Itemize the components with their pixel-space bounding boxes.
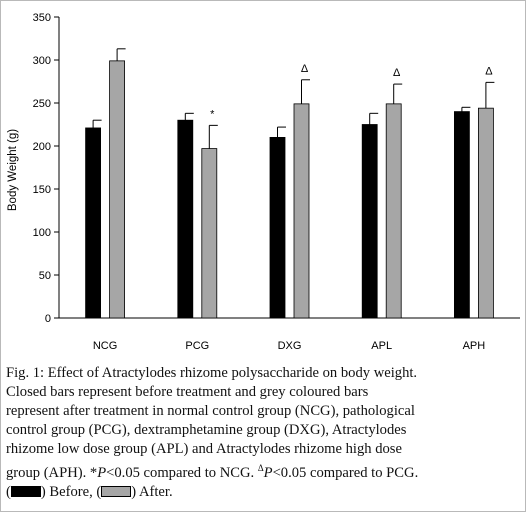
- caption-line-5: rhizome low dose group (APL) and Atracty…: [6, 441, 402, 457]
- bar-before: [269, 136, 286, 319]
- legend-open: (: [6, 483, 11, 500]
- caption-line-3: represent after treatment in normal cont…: [6, 403, 415, 419]
- bar-after: [109, 60, 125, 319]
- x-tick-label: PCG: [185, 340, 209, 352]
- legend-after-label: ) After.: [131, 483, 173, 500]
- figure-caption: Fig. 1: Effect of Atractylodes rhizome p…: [6, 364, 524, 502]
- legend-swatch-before: [10, 485, 41, 497]
- y-tick-label: 100: [33, 227, 51, 239]
- bar-before: [177, 119, 194, 319]
- bar-after: [201, 148, 218, 319]
- bar-after: [385, 103, 402, 319]
- significance-marker: Δ: [393, 67, 401, 79]
- x-tick-label: APH: [463, 340, 486, 352]
- caption-6f: <0.05 compared to PCG.: [272, 464, 419, 481]
- caption-6a: group (APH). *: [6, 464, 98, 481]
- y-tick-label: 250: [33, 98, 51, 110]
- y-tick-label: 150: [33, 184, 51, 196]
- bar-chart: Body Weight (g) 0 50 100 150 200 250 300 350 NCG…: [7, 12, 520, 352]
- y-tick-label: 350: [33, 12, 51, 24]
- caption-line-2: Closed bars represent before treatment a…: [6, 384, 369, 400]
- y-tick-label: 50: [39, 270, 51, 282]
- legend-before-label: ) Before, (: [40, 483, 102, 500]
- x-tick-label: DXG: [278, 340, 302, 352]
- caption-line-6: group (APH). *P<0.05 compared to NCG. ΔP…: [6, 459, 524, 483]
- caption-6e: P: [263, 464, 273, 481]
- y-tick-label: 0: [45, 313, 51, 325]
- legend-swatch-after: [101, 485, 132, 497]
- significance-marker: *: [210, 108, 215, 120]
- bar-before: [85, 127, 101, 319]
- bar-before: [361, 124, 378, 319]
- caption-line-4: control group (PCG), dextramphetamine gr…: [6, 422, 407, 438]
- caption-line-1: Fig. 1: Effect of Atractylodes rhizome p…: [6, 365, 418, 381]
- y-tick-label: 200: [33, 141, 51, 153]
- significance-marker: Δ: [301, 63, 309, 75]
- caption-6d: Δ: [257, 463, 264, 473]
- caption-6c: <0.05 compared to NCG.: [106, 464, 258, 481]
- bar-before: [453, 111, 470, 319]
- caption-6b: P: [97, 464, 107, 481]
- y-axis-label: Body Weight (g): [7, 129, 19, 211]
- bar-after: [293, 103, 310, 319]
- y-tick-label: 300: [33, 55, 51, 67]
- x-tick-label: NCG: [93, 340, 117, 352]
- caption-legend-line: ( ) Before, ( ) After.: [6, 483, 524, 502]
- significance-marker: Δ: [485, 65, 493, 77]
- bar-after: [477, 107, 494, 319]
- x-tick-label: APL: [371, 340, 392, 352]
